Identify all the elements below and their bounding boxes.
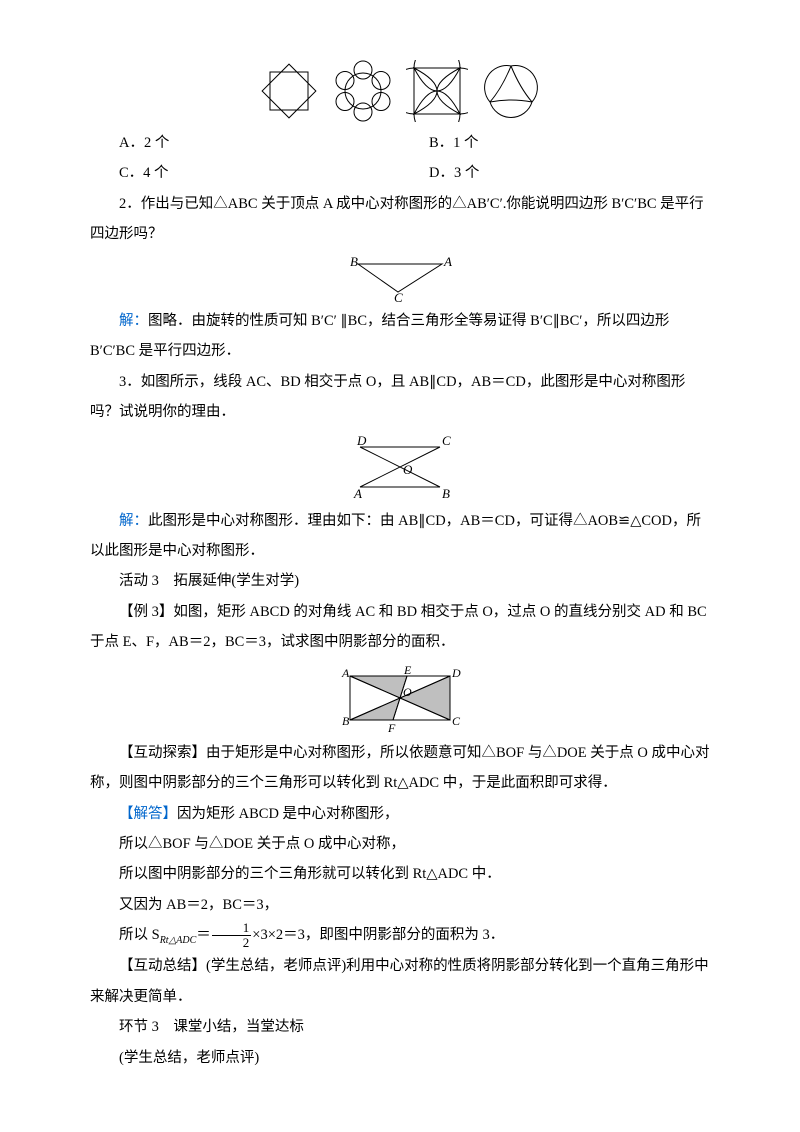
sol-l4: 又因为 AB＝2，BC＝3，: [90, 890, 710, 920]
q3-text: 3．如图所示，线段 AC、BD 相交于点 O，且 AB∥CD，AB＝CD，此图形…: [90, 367, 710, 428]
fraction: 12: [212, 921, 252, 951]
explore-label: 【互动探索】: [119, 745, 206, 761]
label-B: B: [342, 714, 350, 728]
label-O: O: [403, 685, 412, 699]
label-D: D: [451, 666, 461, 680]
q2-text: 2．作出与已知△ABC 关于顶点 A 成中心对称图形的△AB′C′.你能说明四边…: [90, 189, 710, 250]
sol-l5-prefix: 所以 S: [119, 927, 160, 943]
q1-choice-c: C．4 个: [90, 158, 400, 188]
figure-trefoil: [480, 60, 542, 122]
q2-figure: B A C: [90, 254, 710, 302]
sol-l5-sub: Rt△ADC: [160, 935, 197, 946]
sol-l2: 所以△BOF 与△DOE 关于点 O 成中心对称，: [90, 829, 710, 859]
label-O: O: [403, 462, 413, 477]
activity3-title: 活动 3 拓展延伸(学生对学): [90, 566, 710, 596]
summary-label: 【互动总结】: [119, 958, 206, 974]
figure-octagram: [258, 60, 320, 122]
q3-answer: 解：此图形是中心对称图形．理由如下：由 AB∥CD，AB＝CD，可证得△AOB≌…: [90, 506, 710, 567]
label-C: C: [452, 714, 461, 728]
sol-l5-eq: ＝: [196, 927, 211, 943]
example3-text: 如图，矩形 ABCD 的对角线 AC 和 BD 相交于点 O，过点 O 的直线分…: [90, 604, 707, 650]
ring3-title: 环节 3 课堂小结，当堂达标: [90, 1012, 710, 1042]
example3-label: 【例 3】: [119, 604, 173, 620]
figure-square-leaf: [406, 60, 468, 122]
figure-flower: [332, 60, 394, 122]
label-A: A: [353, 486, 362, 501]
explore: 【互动探索】由于矩形是中心对称图形，所以依题意可知△BOF 与△DOE 关于点 …: [90, 738, 710, 799]
q2-answer-body: 图略．由旋转的性质可知 B′C′ ∥BC，结合三角形全等易证得 B′C∥BC′，…: [90, 313, 669, 359]
sol-l1: 因为矩形 ABCD 是中心对称图形，: [177, 806, 399, 822]
ring3-sub: (学生总结，老师点评): [90, 1043, 710, 1073]
label-A: A: [341, 666, 350, 680]
q1-choice-d: D．3 个: [400, 158, 710, 188]
label-D: D: [356, 433, 367, 448]
q1-choices: A．2 个 B．1 个 C．4 个 D．3 个: [90, 128, 710, 189]
label-A: A: [443, 254, 452, 269]
q1-choice-b: B．1 个: [400, 128, 710, 158]
answer-label-2: 解：: [119, 513, 148, 529]
top-figures-row: [90, 60, 710, 122]
frac-d: 2: [212, 936, 252, 950]
summary: 【互动总结】(学生总结，老师点评)利用中心对称的性质将阴影部分转化到一个直角三角…: [90, 951, 710, 1012]
sol-l3: 所以图中阴影部分的三个三角形就可以转化到 Rt△ADC 中．: [90, 859, 710, 889]
label-C: C: [442, 433, 451, 448]
q3-figure: D C O A B: [90, 432, 710, 502]
frac-n: 1: [212, 921, 252, 936]
sol-l5: 所以 SRt△ADC＝12×3×2＝3，即图中阴影部分的面积为 3．: [90, 920, 710, 951]
sol-l5-suffix: ×3×2＝3，即图中阴影部分的面积为 3．: [252, 927, 504, 943]
label-B: B: [350, 254, 358, 269]
label-B: B: [442, 486, 450, 501]
q1-choice-a: A．2 个: [90, 128, 400, 158]
example3: 【例 3】如图，矩形 ABCD 的对角线 AC 和 BD 相交于点 O，过点 O…: [90, 597, 710, 658]
example3-figure: A E D O B F C: [90, 662, 710, 734]
q3-answer-body: 此图形是中心对称图形．理由如下：由 AB∥CD，AB＝CD，可证得△AOB≌△C…: [90, 513, 701, 559]
label-F: F: [387, 721, 396, 734]
solution-line1: 【解答】因为矩形 ABCD 是中心对称图形，: [90, 799, 710, 829]
label-C: C: [394, 290, 403, 302]
solution-label: 【解答】: [119, 806, 177, 822]
answer-label: 解：: [119, 313, 148, 329]
q2-answer: 解：图略．由旋转的性质可知 B′C′ ∥BC，结合三角形全等易证得 B′C∥BC…: [90, 306, 710, 367]
label-E: E: [403, 663, 412, 677]
